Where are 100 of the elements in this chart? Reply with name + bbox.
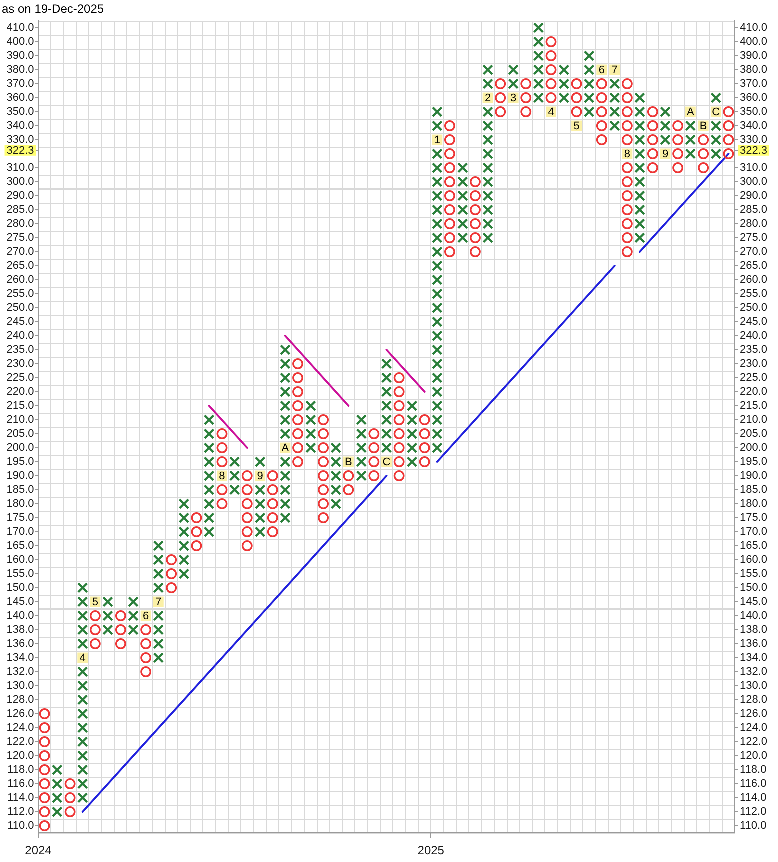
annotation: B (344, 456, 352, 469)
y-tick-label: 380.0 (6, 64, 34, 76)
y-tick-label: 140.0 (6, 610, 34, 622)
x-tick-label: 2025 (418, 844, 445, 858)
y2-tick-label: 130.0 (740, 680, 768, 692)
y2-tick-label: 280.0 (740, 218, 768, 230)
y-tick-label: 350.0 (6, 106, 34, 118)
annotation: 2 (484, 92, 492, 105)
annotation: 9 (257, 470, 264, 483)
y-tick-label: 230.0 (6, 358, 34, 370)
y2-tick-label: 145.0 (740, 596, 768, 608)
y-tick-label: 250.0 (6, 302, 34, 314)
annotation: 8 (624, 148, 630, 161)
y-tick-label: 235.0 (6, 344, 34, 356)
y2-tick-label: 190.0 (740, 470, 768, 482)
y2-tick-label: 136.0 (740, 638, 768, 650)
y-tick-label: 110.0 (8, 820, 34, 832)
y-tick-label: 145.0 (6, 596, 34, 608)
y-tick-label: 360.0 (6, 92, 34, 104)
y2-tick-label: 360.0 (740, 92, 768, 104)
y-tick-label: 185.0 (6, 484, 34, 496)
y2-tick-label: 170.0 (740, 526, 768, 538)
y-tick-label: 285.0 (6, 204, 34, 216)
y2-tick-label: 180.0 (740, 498, 768, 510)
x-tick-label: 2024 (25, 844, 52, 858)
y2-tick-label: 160.0 (740, 554, 768, 566)
y-tick-label: 136.0 (6, 638, 34, 650)
y-tick-label: 260.0 (6, 274, 34, 286)
y-tick-label: 190.0 (6, 470, 34, 482)
y2-tick-label: 350.0 (740, 106, 768, 118)
y-tick-label: 122.0 (6, 736, 34, 748)
y-tick-label: 270.0 (6, 246, 34, 258)
y2-tick-label: 134.0 (740, 652, 768, 664)
y2-tick-label: 285.0 (740, 204, 768, 216)
y-tick-label: 310.0 (6, 162, 34, 174)
annotation: 4 (80, 652, 86, 665)
y2-tick-label: 165.0 (740, 540, 768, 552)
y-tick-label: 195.0 (6, 456, 34, 468)
annotation: A (282, 442, 290, 455)
y2-tick-label: 322.3 (740, 144, 768, 157)
annotation: A (686, 106, 695, 119)
y-tick-label: 210.0 (6, 414, 34, 426)
y2-tick-label: 390.0 (740, 50, 768, 62)
y2-tick-label: 230.0 (740, 358, 768, 370)
y-tick-label: 112.0 (8, 806, 34, 818)
y-tick-label: 370.0 (6, 78, 34, 90)
y2-tick-label: 215.0 (740, 400, 768, 412)
y2-tick-label: 126.0 (740, 708, 768, 720)
y2-tick-label: 200.0 (740, 442, 768, 454)
y-tick-label: 114.0 (8, 792, 34, 804)
annotation: 5 (574, 120, 580, 133)
annotation: 4 (548, 106, 554, 119)
y-tick-label: 265.0 (6, 260, 34, 272)
y2-tick-label: 175.0 (740, 512, 768, 524)
y-tick-label: 330.0 (6, 134, 34, 146)
y-tick-label: 150.0 (6, 582, 34, 594)
y-tick-label: 200.0 (6, 442, 34, 454)
y-tick-label: 340.0 (6, 120, 34, 132)
y-tick-label: 245.0 (6, 316, 34, 328)
y-tick-label: 220.0 (6, 386, 34, 398)
y2-tick-label: 300.0 (740, 176, 768, 188)
chart-title: as on 19-Dec-2025 (2, 2, 104, 16)
y-tick-label: 124.0 (6, 722, 34, 734)
y-tick-label: 132.0 (6, 666, 34, 678)
y2-tick-label: 400.0 (740, 36, 768, 48)
y2-tick-label: 128.0 (740, 694, 768, 706)
y2-tick-label: 122.0 (740, 736, 768, 748)
y-tick-label: 225.0 (6, 372, 34, 384)
y2-tick-label: 132.0 (740, 666, 768, 678)
y2-tick-label: 220.0 (740, 386, 768, 398)
y2-tick-label: 380.0 (740, 64, 768, 76)
y-tick-label: 170.0 (6, 526, 34, 538)
y2-tick-label: 120.0 (740, 750, 768, 762)
y-tick-label: 322.3 (6, 144, 34, 157)
y2-tick-label: 250.0 (740, 302, 768, 314)
y-tick-label: 128.0 (6, 694, 34, 706)
y-tick-label: 116.0 (8, 778, 34, 790)
y-tick-label: 410.0 (6, 22, 34, 34)
y2-tick-label: 138.0 (740, 624, 768, 636)
y2-tick-label: 155.0 (740, 568, 768, 580)
y2-tick-label: 195.0 (740, 456, 768, 468)
annotation: C (382, 456, 391, 469)
y-tick-label: 160.0 (6, 554, 34, 566)
annotation: 9 (662, 148, 669, 161)
annotation: 7 (612, 64, 618, 77)
y2-tick-label: 370.0 (740, 78, 768, 90)
y-tick-label: 155.0 (6, 568, 34, 580)
y-tick-label: 120.0 (6, 750, 34, 762)
y2-tick-label: 290.0 (740, 190, 768, 202)
y-tick-label: 134.0 (6, 652, 34, 664)
y2-tick-label: 245.0 (740, 316, 768, 328)
y2-tick-label: 410.0 (740, 22, 768, 34)
y-tick-label: 138.0 (6, 624, 34, 636)
y2-tick-label: 275.0 (740, 232, 768, 244)
y2-tick-label: 330.0 (740, 134, 768, 146)
y-tick-label: 180.0 (6, 498, 34, 510)
y2-tick-label: 270.0 (740, 246, 768, 258)
y2-tick-label: 116.0 (740, 778, 767, 790)
y2-tick-label: 310.0 (740, 162, 768, 174)
y2-tick-label: 150.0 (740, 582, 768, 594)
